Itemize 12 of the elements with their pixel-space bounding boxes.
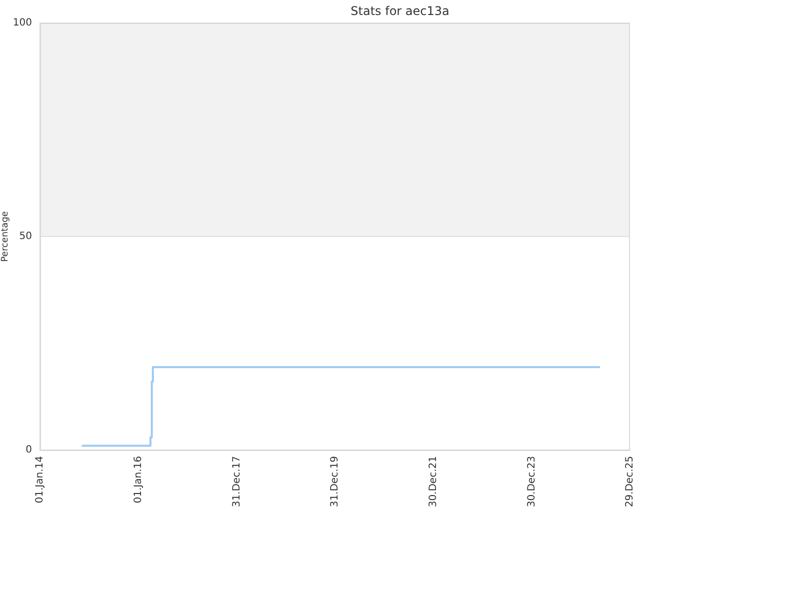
x-tick-label: 30.Dec.23 [526, 456, 538, 508]
y-tick-label: 100 [12, 18, 32, 29]
x-tick-label: 01.Jan.14 [34, 456, 46, 504]
y-axis-title: Percentage [0, 210, 11, 262]
x-tick-label: 31.Dec.17 [231, 456, 242, 508]
y-tick-label: 0 [26, 444, 32, 456]
x-tick-label: 30.Dec.21 [428, 456, 439, 508]
x-tick-label: 31.Dec.19 [330, 456, 341, 508]
x-tick-label: 29.Dec.25 [624, 456, 636, 508]
chart-title: Stats for aec13a [350, 4, 450, 18]
y-tick-label: 50 [19, 231, 32, 242]
x-tick-label: 01.Jan.16 [132, 456, 144, 504]
